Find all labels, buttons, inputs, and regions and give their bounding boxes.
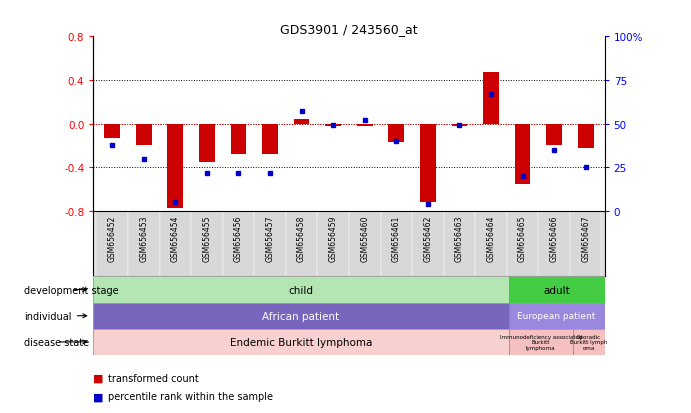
Bar (357, 124, 372, 126)
Bar (349, 211, 381, 277)
Bar (325, 124, 341, 126)
Title: GDS3901 / 243560_at: GDS3901 / 243560_at (280, 23, 418, 36)
Text: ■: ■ (93, 373, 104, 383)
Bar (483, 73, 499, 124)
Bar (412, 211, 444, 277)
Bar (160, 211, 191, 277)
Text: ■: ■ (93, 392, 104, 401)
Bar (420, 124, 436, 203)
Text: GSM656467: GSM656467 (581, 215, 590, 261)
Text: Immunodeficiency associated
Burkitt
lymphoma: Immunodeficiency associated Burkitt lymp… (500, 334, 582, 350)
Text: GSM656464: GSM656464 (486, 215, 495, 261)
Text: transformed count: transformed count (108, 373, 199, 383)
Bar (507, 211, 538, 277)
Bar (223, 211, 254, 277)
Bar (444, 211, 475, 277)
Bar (231, 124, 247, 155)
Bar (317, 211, 349, 277)
Bar (578, 124, 594, 148)
Bar (570, 211, 601, 277)
Text: GSM656456: GSM656456 (234, 215, 243, 261)
Text: GSM656452: GSM656452 (108, 215, 117, 261)
Bar (136, 124, 152, 146)
Bar (515, 124, 531, 184)
Text: GSM656457: GSM656457 (265, 215, 274, 261)
Text: adult: adult (543, 285, 570, 295)
Text: GSM656455: GSM656455 (202, 215, 211, 261)
Bar (104, 124, 120, 138)
Bar (509, 329, 573, 355)
Bar (573, 329, 605, 355)
Bar (475, 211, 507, 277)
Text: European patient: European patient (518, 311, 596, 320)
Bar (286, 211, 317, 277)
Bar (509, 303, 605, 329)
Text: individual: individual (24, 311, 86, 321)
Bar (93, 329, 509, 355)
Bar (388, 124, 404, 143)
Text: GSM656463: GSM656463 (455, 215, 464, 261)
Bar (93, 277, 509, 303)
Text: Endemic Burkitt lymphoma: Endemic Burkitt lymphoma (230, 337, 372, 347)
Text: percentile rank within the sample: percentile rank within the sample (108, 392, 274, 401)
Text: GSM656460: GSM656460 (360, 215, 369, 261)
Text: GSM656465: GSM656465 (518, 215, 527, 261)
Bar (451, 124, 467, 126)
Bar (546, 124, 562, 146)
Text: Sporadic
Burkitt lymph
oma: Sporadic Burkitt lymph oma (570, 334, 607, 350)
Text: GSM656459: GSM656459 (329, 215, 338, 261)
Text: child: child (289, 285, 314, 295)
Bar (128, 211, 160, 277)
Bar (509, 277, 605, 303)
Text: GSM656453: GSM656453 (140, 215, 149, 261)
Text: GSM656461: GSM656461 (392, 215, 401, 261)
Bar (97, 211, 128, 277)
Text: GSM656454: GSM656454 (171, 215, 180, 261)
Bar (294, 120, 310, 124)
Text: GSM656462: GSM656462 (424, 215, 433, 261)
Text: African patient: African patient (263, 311, 339, 321)
Bar (254, 211, 286, 277)
Text: GSM656466: GSM656466 (549, 215, 558, 261)
Text: development stage: development stage (24, 285, 119, 295)
Text: GSM656458: GSM656458 (297, 215, 306, 261)
Bar (381, 211, 412, 277)
Bar (262, 124, 278, 155)
Text: disease state: disease state (24, 337, 89, 347)
Bar (93, 303, 509, 329)
Bar (538, 211, 570, 277)
Bar (191, 211, 223, 277)
Bar (199, 124, 215, 162)
Bar (167, 124, 183, 208)
